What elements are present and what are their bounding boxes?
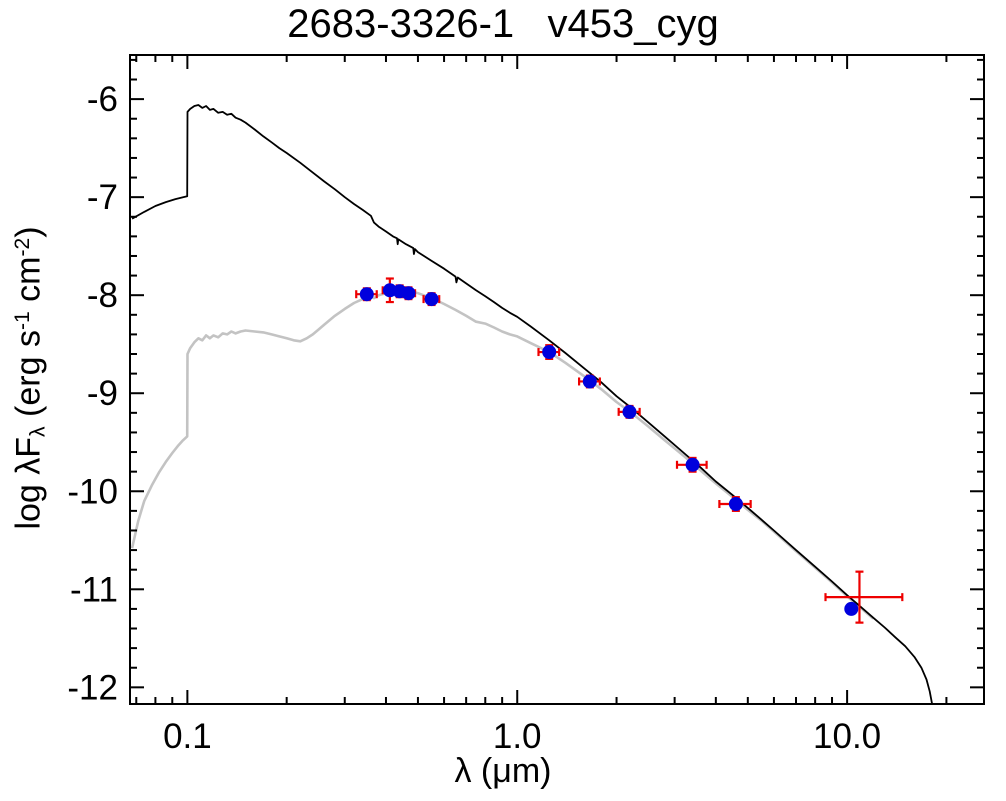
photometry-point (401, 286, 416, 301)
curve-model-unreddened (131, 104, 933, 704)
photometry-point (359, 287, 374, 302)
photometry-point (622, 404, 637, 419)
x-tick-label: 1.0 (493, 717, 542, 756)
curve-model-reddened (130, 289, 875, 620)
x-axis-label: λ (μm) (454, 752, 552, 790)
x-tick-label: 0.1 (163, 717, 212, 756)
y-tick-label: -10 (67, 472, 118, 511)
y-tick-label: -8 (87, 276, 118, 315)
photometry-point (582, 374, 597, 389)
y-tick-label: -7 (87, 178, 118, 217)
photometry-point (424, 292, 439, 307)
axis-ticks (130, 55, 984, 704)
plot-title: 2683-3326-1 v453_cyg (287, 2, 719, 46)
photometry-point (844, 601, 859, 616)
plot-frame (129, 54, 985, 705)
y-tick-label: -11 (70, 570, 118, 609)
error-bar (824, 570, 904, 624)
photometry-point (728, 497, 743, 511)
photometry-point (685, 457, 700, 472)
y-tick-label: -12 (67, 668, 118, 707)
x-tick-label: 10.0 (813, 717, 881, 756)
photometry-point (542, 345, 557, 359)
y-tick-label: -9 (87, 374, 118, 413)
y-tick-label: -6 (87, 80, 118, 119)
